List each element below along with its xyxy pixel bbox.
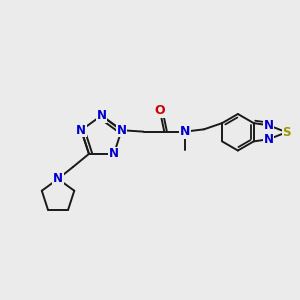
Text: N: N bbox=[96, 109, 106, 122]
Text: N: N bbox=[109, 147, 119, 161]
Text: O: O bbox=[154, 104, 165, 117]
Text: N: N bbox=[76, 124, 86, 137]
Text: N: N bbox=[263, 133, 274, 146]
Text: N: N bbox=[53, 172, 63, 185]
Text: S: S bbox=[282, 126, 291, 139]
Text: N: N bbox=[263, 119, 274, 132]
Text: N: N bbox=[117, 124, 127, 137]
Text: N: N bbox=[180, 125, 190, 138]
